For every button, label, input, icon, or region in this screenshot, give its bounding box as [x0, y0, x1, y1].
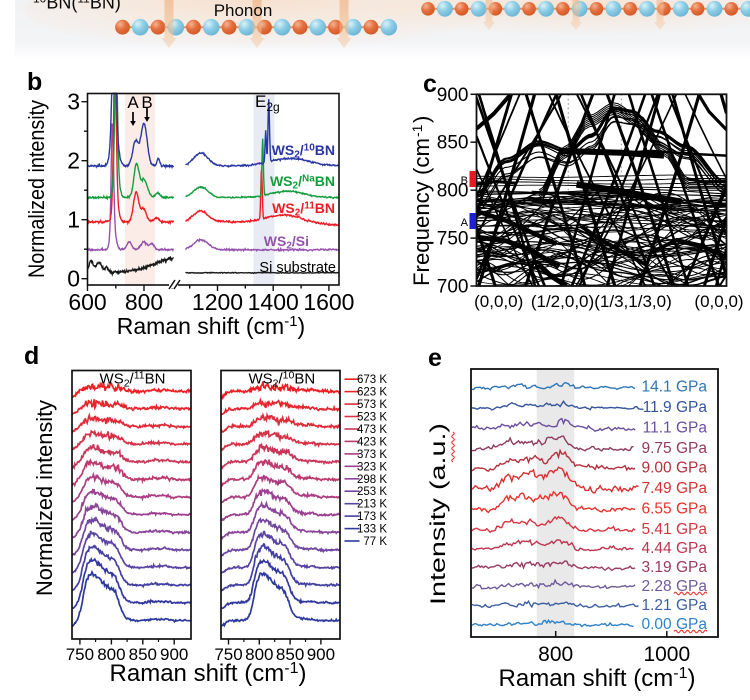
svg-text:Normalized intensity: Normalized intensity [24, 100, 49, 278]
svg-text:800: 800 [538, 643, 573, 666]
svg-text:523 K: 523 K [357, 412, 387, 424]
svg-text:253 K: 253 K [357, 486, 387, 498]
svg-text:9.00 GPa: 9.00 GPa [642, 459, 708, 476]
svg-text:7.49 GPa: 7.49 GPa [642, 480, 708, 497]
svg-text:850: 850 [129, 645, 157, 664]
svg-text:4.44 GPa: 4.44 GPa [642, 540, 708, 557]
svg-text:373 K: 373 K [357, 449, 387, 461]
svg-text:10BN(11BN): 10BN(11BN) [33, 0, 121, 13]
svg-text:800: 800 [97, 645, 125, 664]
svg-text:900: 900 [307, 645, 335, 664]
svg-text:673 K: 673 K [357, 374, 387, 386]
svg-text:WS2/NaBN: WS2/NaBN [270, 173, 335, 192]
svg-text:(1/3,1/3,0): (1/3,1/3,0) [594, 292, 672, 311]
svg-text:WS2/10BN: WS2/10BN [248, 370, 315, 390]
svg-text:WS2/Si: WS2/Si [264, 233, 309, 252]
svg-text:900: 900 [160, 645, 188, 664]
svg-text:800: 800 [125, 289, 163, 315]
svg-text:173 K: 173 K [357, 511, 387, 523]
svg-text:WS2/10BN: WS2/10BN [272, 142, 335, 161]
svg-text:1400: 1400 [248, 289, 299, 315]
svg-text:Raman shift (cm-1): Raman shift (cm-1) [117, 313, 305, 339]
svg-text:WS2/11BN: WS2/11BN [100, 370, 166, 390]
svg-text:1000: 1000 [643, 643, 690, 666]
svg-text:600: 600 [68, 289, 106, 315]
svg-text:6.55 GPa: 6.55 GPa [642, 500, 708, 517]
svg-text:): ) [409, 116, 434, 123]
svg-text:623 K: 623 K [357, 387, 387, 399]
svg-text:-1: -1 [409, 124, 425, 137]
svg-text:850: 850 [276, 645, 304, 664]
svg-text:B: B [461, 175, 468, 187]
svg-text:A: A [461, 217, 469, 229]
svg-text:750: 750 [66, 645, 94, 664]
svg-text:700: 700 [437, 277, 469, 298]
svg-text:5.41 GPa: 5.41 GPa [642, 521, 708, 538]
svg-text:800: 800 [437, 181, 469, 202]
svg-text:473 K: 473 K [357, 424, 387, 436]
svg-text:750: 750 [214, 645, 242, 664]
svg-text:B: B [141, 93, 152, 112]
svg-text:(0,0,0): (0,0,0) [694, 292, 743, 311]
svg-text:1600: 1600 [303, 289, 354, 315]
svg-text:14.1 GPa: 14.1 GPa [642, 378, 708, 395]
svg-text:750: 750 [437, 229, 469, 250]
svg-text:573 K: 573 K [357, 399, 387, 411]
svg-text:800: 800 [245, 645, 273, 664]
svg-text:0.00 GPa: 0.00 GPa [642, 616, 708, 633]
svg-text:Frequency (cm: Frequency (cm [409, 138, 434, 286]
svg-text:850: 850 [437, 133, 469, 154]
svg-text:2: 2 [67, 148, 80, 174]
svg-text:11.9 GPa: 11.9 GPa [643, 399, 708, 416]
svg-text:900: 900 [437, 85, 469, 106]
svg-text:323 K: 323 K [357, 461, 387, 473]
svg-text:Intensity (a.u.): Intensity (a.u.) [427, 423, 450, 605]
svg-text:WS2/11BN: WS2/11BN [272, 200, 335, 219]
svg-text:b: b [27, 68, 42, 96]
svg-text:Normalized intensity: Normalized intensity [32, 400, 57, 596]
svg-text:Phonon: Phonon [214, 1, 273, 20]
svg-text:133 K: 133 K [357, 524, 387, 536]
svg-text:11.1 GPa: 11.1 GPa [643, 419, 708, 436]
svg-text:Raman shift (cm-1): Raman shift (cm-1) [499, 665, 696, 692]
svg-text:1: 1 [67, 207, 80, 233]
svg-text:(0,0,0): (0,0,0) [474, 292, 523, 311]
svg-text:Raman shift (cm-1): Raman shift (cm-1) [110, 660, 307, 687]
svg-text:2.28 GPa: 2.28 GPa [642, 578, 708, 595]
svg-text:(1/2,0,0): (1/2,0,0) [531, 292, 594, 311]
svg-text:3: 3 [67, 89, 80, 115]
svg-text:A: A [127, 93, 139, 112]
svg-text:c: c [423, 70, 437, 98]
svg-text:9.75 GPa: 9.75 GPa [642, 440, 708, 457]
svg-text:0: 0 [67, 266, 80, 292]
svg-text:423 K: 423 K [357, 436, 387, 448]
svg-text:3.19 GPa: 3.19 GPa [642, 559, 708, 576]
svg-text:1.21 GPa: 1.21 GPa [642, 597, 708, 614]
svg-text:1200: 1200 [192, 289, 243, 315]
svg-text:e: e [428, 344, 442, 372]
svg-text:77 K: 77 K [363, 536, 387, 548]
svg-text:298 K: 298 K [357, 474, 387, 486]
svg-text:Si substrate: Si substrate [259, 260, 336, 276]
svg-text:d: d [24, 342, 39, 370]
svg-text:213 K: 213 K [357, 499, 387, 511]
